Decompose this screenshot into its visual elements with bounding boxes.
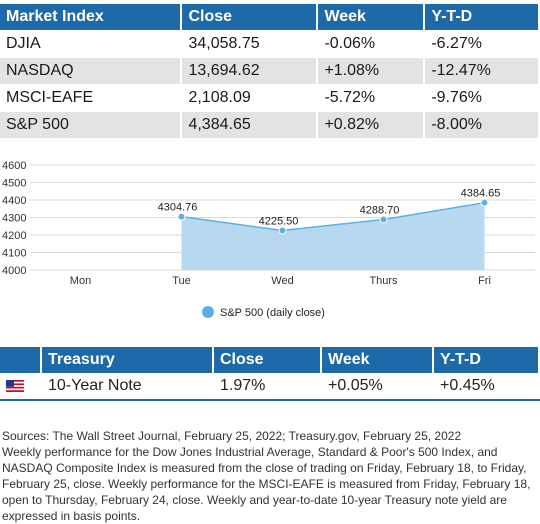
table-row: S&P 500 4,384.65 +0.82% -8.00% xyxy=(0,111,540,138)
x-tick-label: Mon xyxy=(70,275,91,287)
legend-marker xyxy=(202,306,214,318)
index-name: NASDAQ xyxy=(0,57,183,85)
us-flag-icon xyxy=(6,379,24,392)
table-row: NASDAQ 13,694.62 +1.08% -12.47% xyxy=(0,57,540,85)
area-fill xyxy=(181,202,485,270)
header-close: Close xyxy=(213,347,322,373)
header-close: Close xyxy=(181,4,319,31)
index-ytd: -12.47% xyxy=(424,57,540,85)
index-name: MSCI-EAFE xyxy=(0,84,183,112)
footnote: Sources: The Wall Street Journal, Februa… xyxy=(2,428,538,524)
data-labels: 4304.76 4225.50 4288.70 4384.65 xyxy=(158,188,501,228)
chart-legend: S&P 500 (daily close) xyxy=(202,306,325,319)
series-area xyxy=(177,198,489,270)
data-label: 4384.65 xyxy=(461,188,501,200)
header-ytd: Y-T-D xyxy=(433,347,540,373)
header-ytd: Y-T-D xyxy=(424,4,540,31)
x-axis: Mon Tue Wed Thurs Fri xyxy=(70,275,491,287)
index-close: 13,694.62 xyxy=(181,57,319,85)
treasury-header-row: Treasury Close Week Y-T-D xyxy=(0,347,540,373)
index-close: 4,384.65 xyxy=(181,111,319,138)
treasury-close: 1.97% xyxy=(213,373,322,401)
data-point xyxy=(177,212,186,221)
y-axis: 4000 4100 4200 4300 4400 4500 4600 xyxy=(2,160,26,277)
header-week: Week xyxy=(321,347,434,373)
x-tick-label: Wed xyxy=(271,275,293,287)
data-point xyxy=(379,215,388,224)
sp500-area-chart: 4000 4100 4200 4300 4400 4500 4600 Mon Tue Wed Th… xyxy=(2,160,535,319)
table-row: DJIA 34,058.75 -0.06% -6.27% xyxy=(0,30,540,58)
header-treasury: Treasury xyxy=(41,347,214,373)
table-row: 10-Year Note 1.97% +0.05% +0.45% xyxy=(0,373,540,401)
index-week: -0.06% xyxy=(317,30,426,58)
index-name: DJIA xyxy=(0,30,183,58)
header-blank xyxy=(0,347,42,373)
header-week: Week xyxy=(317,4,426,31)
x-tick-label: Tue xyxy=(172,275,191,287)
header-market-index: Market Index xyxy=(0,4,183,31)
y-tick-label: 4500 xyxy=(2,178,26,190)
data-label: 4304.76 xyxy=(158,202,198,214)
data-label: 4225.50 xyxy=(259,216,299,228)
y-tick-label: 4300 xyxy=(2,213,26,225)
x-tick-label: Fri xyxy=(478,275,491,287)
x-tick-label: Thurs xyxy=(369,275,398,287)
index-close: 34,058.75 xyxy=(181,30,319,58)
index-ytd: -9.76% xyxy=(424,84,540,112)
index-week: +1.08% xyxy=(317,57,426,85)
index-week: -5.72% xyxy=(317,84,426,112)
index-name: S&P 500 xyxy=(0,111,183,138)
data-point xyxy=(480,198,489,207)
series-line xyxy=(181,201,485,232)
treasury-table: Treasury Close Week Y-T-D 10-Year Note 1… xyxy=(0,347,540,401)
treasury-week: +0.05% xyxy=(321,373,434,401)
market-header-row: Market Index Close Week Y-T-D xyxy=(0,4,540,31)
y-tick-label: 4200 xyxy=(2,230,26,242)
treasury-name: 10-Year Note xyxy=(41,373,214,401)
y-tick-label: 4400 xyxy=(2,195,26,207)
index-ytd: -8.00% xyxy=(424,111,540,138)
index-close: 2,108.09 xyxy=(181,84,319,112)
y-tick-label: 4000 xyxy=(2,265,26,277)
y-tick-label: 4100 xyxy=(2,248,26,260)
footnote-sources: Sources: The Wall Street Journal, Februa… xyxy=(2,429,462,443)
footnote-text: Weekly performance for the Dow Jones Ind… xyxy=(2,445,531,523)
table-row: MSCI-EAFE 2,108.09 -5.72% -9.76% xyxy=(0,84,540,112)
y-tick-label: 4600 xyxy=(2,160,26,172)
legend-label: S&P 500 (daily close) xyxy=(220,307,325,319)
market-index-table: Market Index Close Week Y-T-D DJIA 34,05… xyxy=(0,4,540,138)
index-ytd: -6.27% xyxy=(424,30,540,58)
data-label: 4288.70 xyxy=(360,204,400,216)
flag-cell xyxy=(0,373,42,401)
data-point xyxy=(278,226,287,235)
treasury-ytd: +0.45% xyxy=(433,373,540,401)
index-week: +0.82% xyxy=(317,111,426,138)
